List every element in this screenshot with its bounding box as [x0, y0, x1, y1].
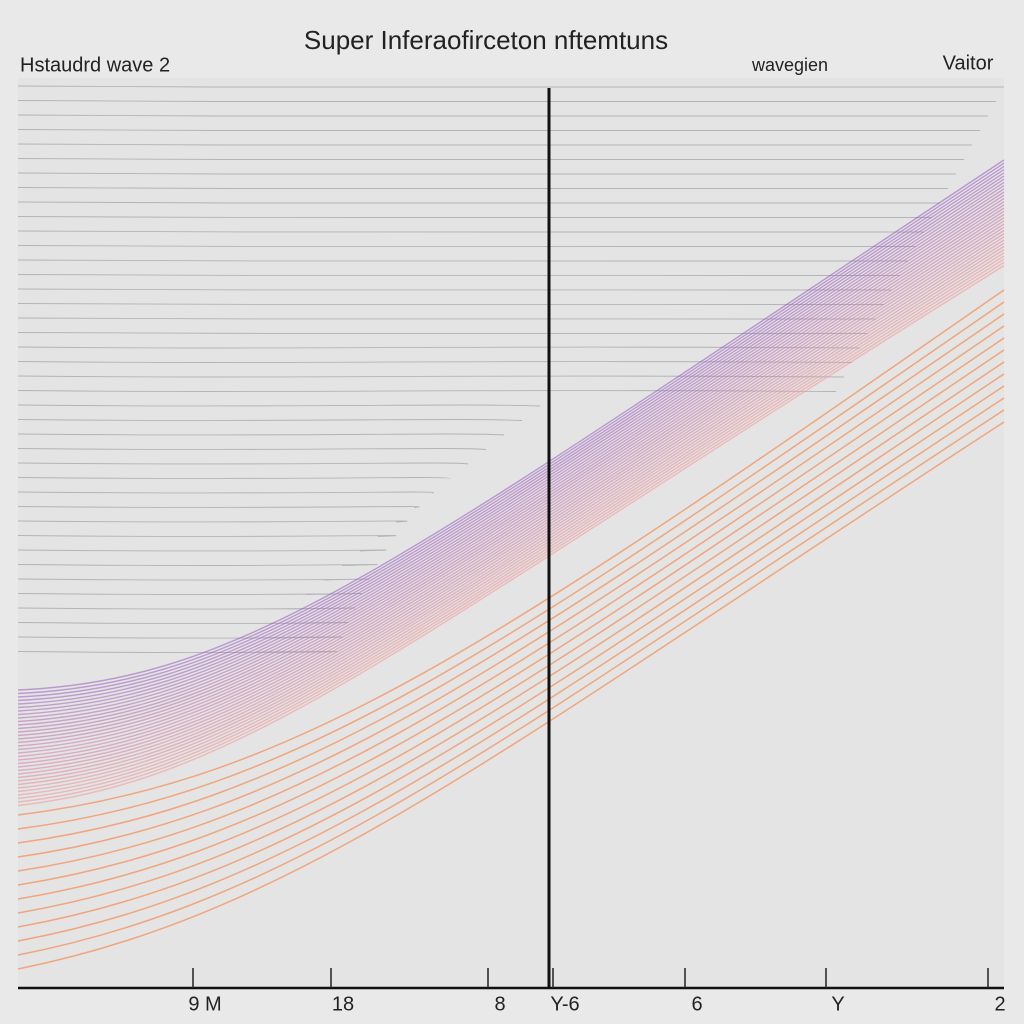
plot-area [18, 78, 1004, 988]
x-tick-label: 8 [494, 993, 505, 1015]
orange-line [17, 409, 1005, 956]
band-line [17, 162, 1005, 695]
orange-line [17, 337, 1005, 872]
band-line [17, 165, 1005, 698]
legend-label: wavegien [751, 55, 828, 75]
band-line [17, 197, 1005, 733]
orange-line [17, 313, 1005, 844]
band-line [17, 223, 1005, 761]
gray-streak [17, 535, 397, 537]
band-line [17, 220, 1005, 758]
band-line [17, 245, 1005, 786]
orange-line [17, 361, 1005, 900]
band-line [17, 239, 1005, 779]
left-label: Hstaudrd wave 2 [20, 54, 170, 76]
gray-streak [17, 506, 420, 508]
x-tick-label: 2 [994, 993, 1005, 1015]
band-line [17, 204, 1005, 740]
band-line [17, 172, 1005, 705]
orange-line [17, 385, 1005, 928]
band-line [17, 181, 1005, 716]
band-line [17, 175, 1005, 709]
band-line [17, 191, 1005, 726]
gray-streak [17, 419, 523, 421]
orange-line [17, 289, 1005, 816]
x-tick-label: 6 [691, 993, 702, 1015]
gray-streak [17, 361, 853, 363]
band-line [17, 194, 1005, 730]
band-line [17, 236, 1005, 775]
band-line [17, 217, 1005, 754]
x-tick-label: Y [831, 993, 844, 1015]
orange-line [17, 421, 1005, 970]
band-line [17, 210, 1005, 747]
band-line [17, 169, 1005, 702]
band-line [17, 249, 1005, 789]
gray-streak [17, 462, 469, 465]
band-line [17, 233, 1005, 772]
band-line [17, 188, 1005, 723]
orange-line [17, 325, 1005, 858]
band-line [17, 178, 1005, 712]
orange-line [17, 397, 1005, 942]
band-line [17, 185, 1005, 719]
gray-streak [17, 520, 408, 523]
gray-streak [17, 593, 362, 595]
gray-streak [17, 433, 505, 436]
gray-streak [17, 404, 541, 407]
gray-streak [17, 448, 487, 450]
band-line [17, 201, 1005, 737]
gray-streak [17, 346, 861, 349]
right-label: Vaitor [943, 52, 994, 74]
orange-line [17, 301, 1005, 830]
band-line [17, 207, 1005, 744]
band-line [17, 242, 1005, 782]
gray-streak [17, 578, 370, 581]
x-tick-label: 9 M [188, 993, 221, 1015]
orange-line [17, 373, 1005, 914]
band-line [17, 252, 1005, 793]
band-line [17, 159, 1005, 691]
band-line [17, 213, 1005, 751]
gray-streak [17, 491, 434, 494]
band-line [17, 226, 1005, 765]
band-line [17, 265, 1005, 807]
gray-streak [17, 477, 451, 479]
x-tick-label: 18 [332, 993, 354, 1015]
gray-streak [17, 549, 387, 552]
gray-streak [17, 564, 378, 566]
band-line [17, 255, 1005, 796]
x-tick-label: Y-6 [550, 993, 579, 1015]
band-line [17, 229, 1005, 768]
title: Super Inferaofirceton nftemtuns [304, 25, 668, 55]
band-line [17, 258, 1005, 800]
orange-line [17, 349, 1005, 886]
x-labels: 9 M 18 8 Y-6 6 Y 2 [188, 968, 1006, 1015]
band-line [17, 261, 1005, 803]
